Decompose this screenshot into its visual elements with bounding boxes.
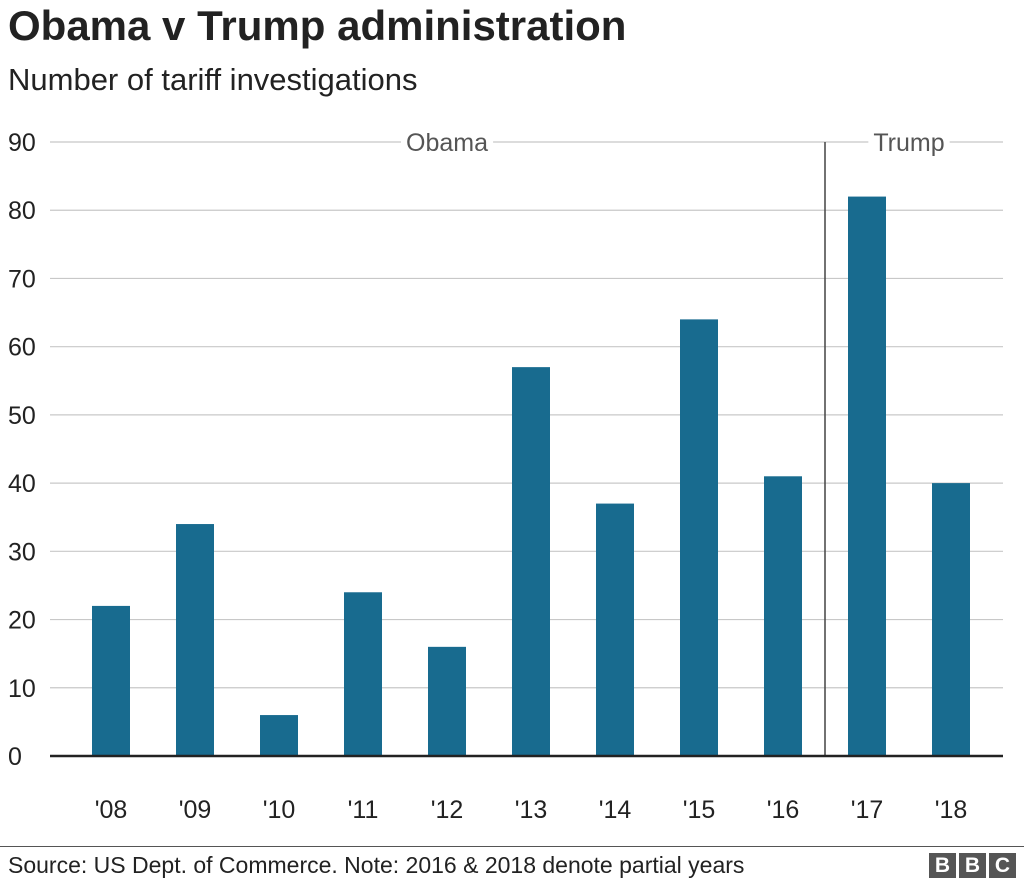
x-tick-label: '17: [851, 796, 884, 824]
bar: [848, 196, 886, 757]
y-tick-label: 20: [8, 607, 36, 635]
bar: [92, 605, 130, 756]
y-tick-label: 80: [8, 197, 36, 225]
bar-chart: 0 10 20 30 40 50 60 70 80 90 Obama Trump '08 '09 '10 '1…: [8, 127, 1003, 824]
logo-letter: B: [959, 853, 986, 878]
x-tick-label: '11: [348, 796, 379, 824]
x-tick-label: '10: [263, 796, 296, 824]
annotation-label: Trump: [873, 129, 944, 157]
y-tick-label: 60: [8, 334, 36, 362]
y-tick-label: 40: [8, 470, 36, 498]
bar: [344, 592, 382, 756]
bar: [260, 715, 298, 756]
x-tick-label: '14: [599, 796, 632, 824]
bar: [176, 524, 214, 756]
footer: Source: US Dept. of Commerce. Note: 2016…: [0, 846, 1024, 881]
bbc-logo: B B C: [929, 853, 1016, 878]
annotation-label-bg: [868, 127, 950, 159]
x-tick-label: '13: [515, 796, 548, 824]
x-tick-label: '16: [767, 796, 800, 824]
x-tick-label: '18: [935, 796, 968, 824]
y-tick-label: 90: [8, 129, 36, 157]
bar: [596, 503, 634, 756]
y-tick-label: 0: [8, 743, 22, 771]
bar: [764, 476, 802, 756]
logo-letter: B: [929, 853, 956, 878]
chart-title: Obama v Trump administration: [8, 2, 627, 49]
bar: [428, 646, 466, 756]
x-tick-label: '08: [95, 796, 128, 824]
y-tick-label: 50: [8, 402, 36, 430]
chart-subtitle: Number of tariff investigations: [8, 62, 418, 97]
source-note: Source: US Dept. of Commerce. Note: 2016…: [8, 852, 745, 878]
y-tick-label: 10: [8, 675, 36, 703]
y-tick-label: 70: [8, 265, 36, 293]
logo-letter: C: [989, 853, 1016, 878]
x-tick-label: '12: [431, 796, 464, 824]
y-tick-label: 30: [8, 538, 36, 566]
annotation-label: Obama: [406, 129, 488, 157]
x-tick-label: '15: [683, 796, 716, 824]
x-tick-label: '09: [179, 796, 212, 824]
annotation-label-bg: [401, 127, 494, 159]
bar: [680, 319, 718, 756]
bar: [512, 367, 550, 756]
bar: [932, 483, 970, 756]
